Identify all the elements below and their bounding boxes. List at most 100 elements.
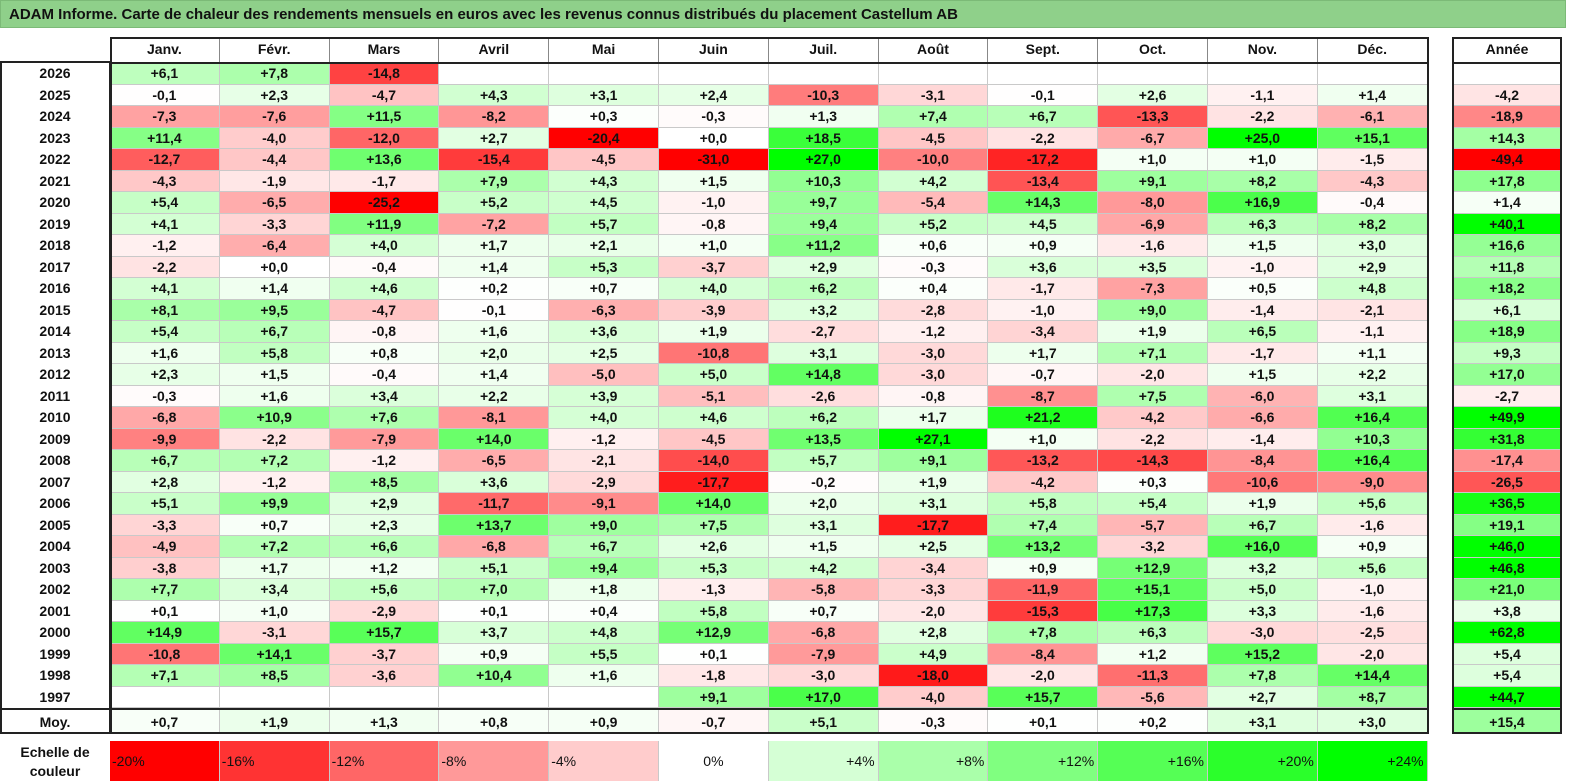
heatmap-cell: -3,0 [878,364,989,386]
heatmap-cell: -0,1 [439,299,550,321]
heatmap-cell: -5,8 [768,579,879,601]
heatmap-cell: +3,6 [549,321,659,343]
year-label: 2019 [39,215,71,232]
annual-cell: -17,4 [1452,450,1562,472]
heatmap-cell: -7,3 [1098,278,1208,300]
heatmap-cell: -0,4 [329,364,440,386]
heatmap-cell: +2,2 [1317,364,1428,386]
heatmap-cell: +0,6 [878,235,989,257]
heatmap-cell: +9,0 [1098,299,1208,321]
heatmap-cell: +11,5 [329,106,440,128]
heatmap-cell: +1,1 [1317,342,1428,364]
heatmap-cell: -1,3 [659,579,769,601]
heatmap-cell: +6,2 [768,407,879,429]
heatmap-cell [988,63,1099,85]
heatmap-cell: -6,7 [1098,127,1208,149]
heatmap-cell: +14,9 [110,622,220,644]
heatmap-cell: +10,9 [219,407,330,429]
heatmap-cell: -3,7 [329,643,440,665]
heatmap-cell: -2,0 [1317,643,1428,665]
heatmap-cell: -3,4 [878,557,989,579]
heatmap-cell: +2,3 [110,364,220,386]
heatmap-cell: +15,1 [1098,579,1208,601]
heatmap-cell: +4,2 [768,557,879,579]
average-label: Moy. [39,714,71,730]
heatmap-cell: -7,2 [439,213,550,235]
heatmap-cell: +0,9 [988,235,1099,257]
year-label: 2008 [39,452,71,468]
heatmap-cell: -3,6 [329,665,440,687]
annual-cell: +44,7 [1452,686,1562,708]
heatmap-cell: -1,1 [1317,321,1428,343]
heatmap-cell: +13,6 [329,149,440,171]
heatmap-cell: -25,2 [329,192,440,214]
heatmap-cell: -3,7 [659,256,769,278]
heatmap-cell: +7,8 [1208,665,1318,687]
year-label: 2015 [39,301,71,318]
heatmap-cell: +15,7 [988,686,1099,708]
heatmap-cell: +6,7 [1208,514,1318,536]
heatmap-cell: -13,3 [1098,106,1208,128]
heatmap-cell: -4,9 [110,536,220,558]
annual-cell: -49,4 [1452,149,1562,171]
heatmap-cell: +1,5 [1208,235,1318,257]
heatmap-cell: -3,8 [110,557,220,579]
heatmap-cell: -2,7 [768,321,879,343]
heatmap-cell: -1,2 [110,235,220,257]
heatmap-cell: +2,6 [659,536,769,558]
heatmap-cell: +10,3 [1317,428,1428,450]
heatmap-cell: +10,3 [768,170,879,192]
heatmap-cell: +1,6 [439,321,550,343]
heatmap-cell: +1,0 [988,428,1099,450]
heatmap-cell: +1,6 [219,385,330,407]
heatmap-cell: -1,0 [988,299,1099,321]
annual-cell: +40,1 [1452,213,1562,235]
heatmap-cell: +4,5 [988,213,1099,235]
heatmap-cell: -0,2 [768,471,879,493]
heatmap-cell: -14,3 [1098,450,1208,472]
heatmap-cell: +25,0 [1208,127,1318,149]
month-header: Févr. [220,37,330,62]
heatmap-cell: -0,3 [659,106,769,128]
heatmap-cell: -3,9 [659,299,769,321]
heatmap-cell: +5,8 [659,600,769,622]
heatmap-cell: -10,3 [768,84,879,106]
heatmap-cell: -3,4 [988,321,1099,343]
heatmap-cell: -3,0 [1208,622,1318,644]
heatmap-cell: +1,7 [219,557,330,579]
heatmap-cell: +0,0 [219,256,330,278]
heatmap-cell: +2,2 [439,385,550,407]
heatmap-cell: +0,7 [219,514,330,536]
heatmap-cell: +4,8 [549,622,659,644]
heatmap-cell [1208,63,1318,85]
heatmap-cell [329,686,440,708]
heatmap-cell [219,686,330,708]
heatmap-cell [549,686,659,708]
heatmap-cell: +0,9 [439,643,550,665]
heatmap-cell: -4,5 [878,127,989,149]
heatmap-cell: +3,0 [1317,235,1428,257]
annual-cell: +5,4 [1452,665,1562,687]
heatmap-cell: +14,0 [659,493,769,515]
annual-average-divider [1452,708,1562,710]
annual-cell: +62,8 [1452,622,1562,644]
average-cell: -0,3 [878,710,989,734]
heatmap-cell: -3,3 [219,213,330,235]
heatmap-cell: +12,9 [659,622,769,644]
year-label: 2022 [39,151,71,167]
heatmap-cell: -4,7 [329,299,440,321]
month-header: Juil. [769,37,879,62]
heatmap-cell: +9,9 [219,493,330,515]
heatmap-cell: +5,7 [549,213,659,235]
heatmap-cell: -15,3 [988,600,1099,622]
heatmap-cell: +4,3 [549,170,659,192]
heatmap-cell: +5,7 [768,450,879,472]
heatmap-cell: +3,1 [1317,385,1428,407]
heatmap-cell: +1,9 [878,471,989,493]
heatmap-cell: -18,0 [878,665,989,687]
heatmap-cell: +5,3 [659,557,769,579]
annual-cell: +17,8 [1452,170,1562,192]
heatmap-cell: +0,1 [110,600,220,622]
heatmap-cell: +5,4 [110,192,220,214]
heatmap-cell: +3,5 [1098,256,1208,278]
